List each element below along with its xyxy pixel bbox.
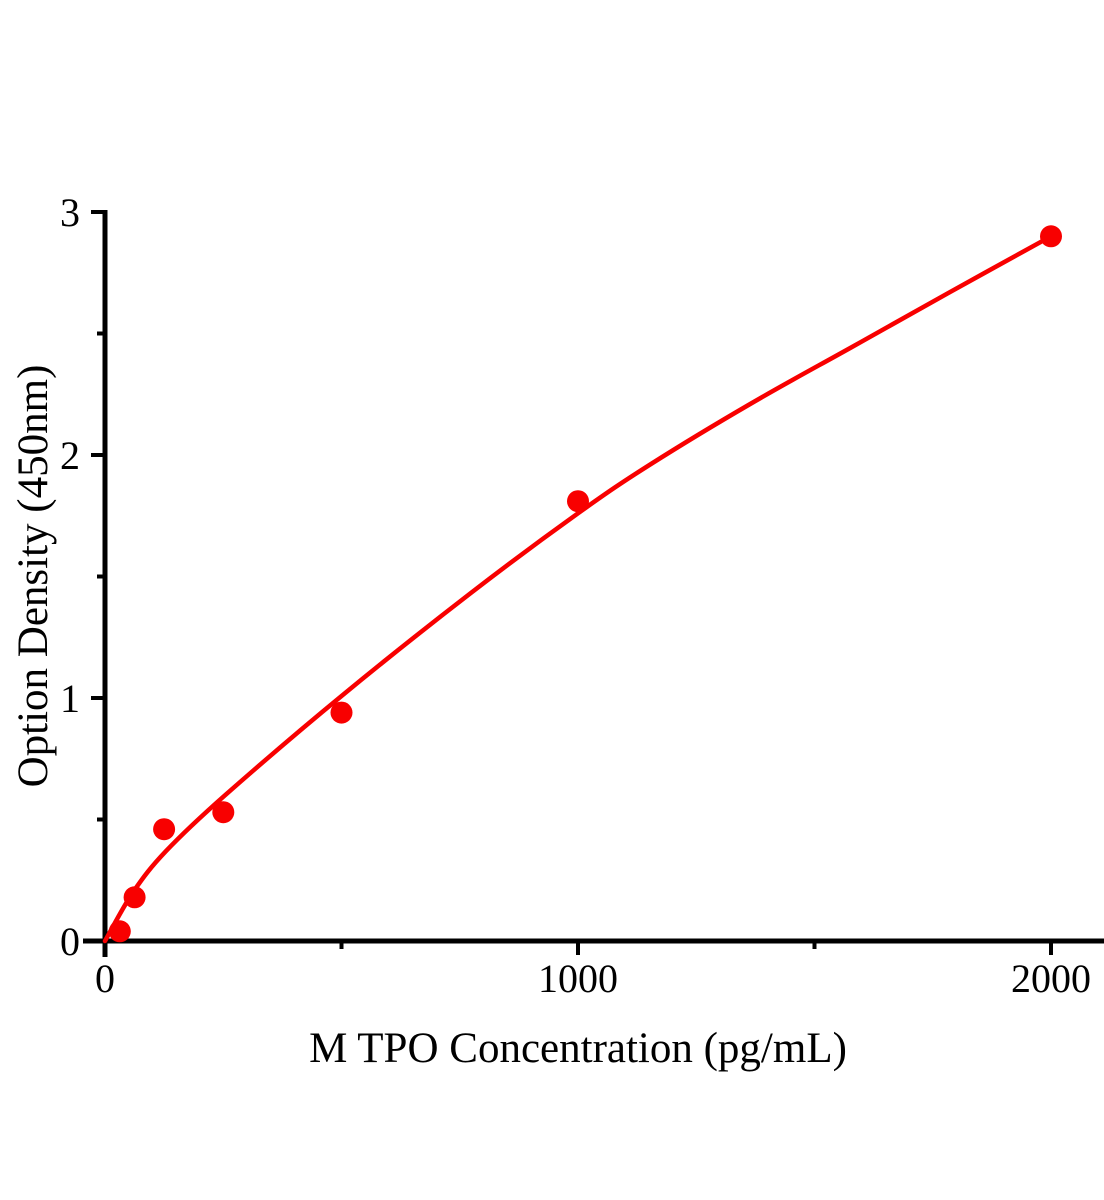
fit-curve — [102, 234, 1054, 944]
tick-layer: 0 1000 2000 0 1 2 3 — [60, 190, 1091, 1001]
x-axis-title: M TPO Concentration (pg/mL) — [309, 1025, 847, 1072]
data-point — [108, 920, 131, 943]
y-tick-label: 1 — [60, 676, 80, 721]
data-point — [123, 886, 146, 909]
data-point — [330, 701, 353, 724]
y-tick-label: 0 — [60, 919, 80, 964]
x-tick-label: 0 — [95, 956, 115, 1001]
data-point — [1040, 225, 1062, 248]
data-point — [567, 490, 589, 513]
data-point — [153, 818, 176, 841]
y-tick-label: 2 — [60, 433, 80, 478]
x-tick-label: 2000 — [1011, 956, 1091, 1001]
axes-layer — [83, 210, 1104, 957]
data-layer — [102, 225, 1062, 944]
y-axis-title: Option Density (450nm) — [10, 365, 57, 788]
data-point — [212, 801, 235, 824]
y-tick-label: 3 — [60, 190, 80, 235]
x-tick-label: 1000 — [538, 956, 618, 1001]
